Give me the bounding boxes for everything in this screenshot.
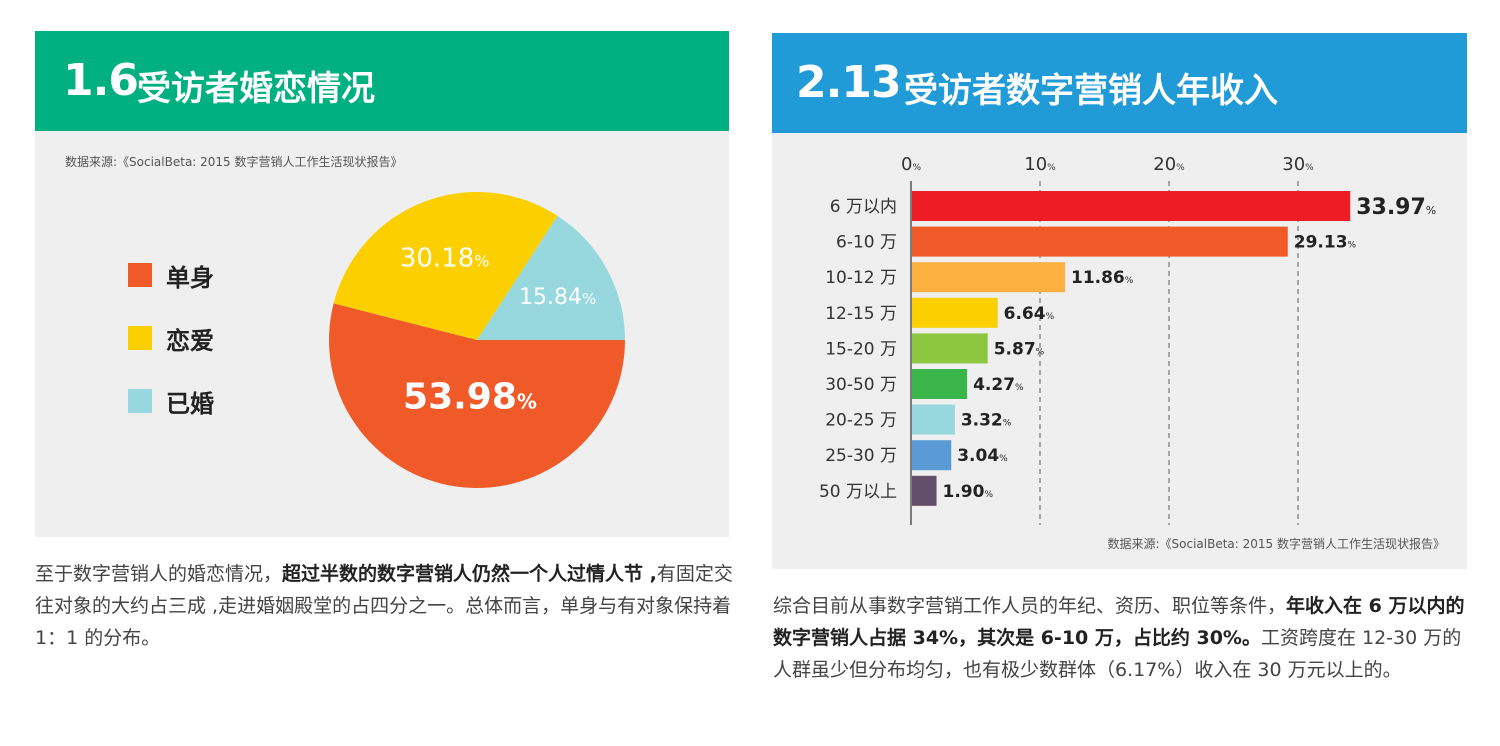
bar-desc-bold: 年收入在 6 万以内的数字营销人占据 34%，其次是 6-10 万，占比约 30…: [773, 595, 1465, 649]
pie-section-number: 1.6: [63, 55, 139, 106]
pie-title: 受访者婚恋情况: [137, 69, 375, 109]
category-label: 20-25 万: [825, 411, 897, 431]
bar-value-label: 3.32%: [961, 411, 1012, 431]
pie-source: 数据来源:《SocialBeta: 2015 数字营销人工作生活现状报告》: [65, 155, 403, 169]
bar-source: 数据来源:《SocialBeta: 2015 数字营销人工作生活现状报告》: [1107, 537, 1445, 551]
pie-header: 1.6 受访者婚恋情况: [35, 31, 729, 131]
pie-description: 至于数字营销人的婚恋情况，超过半数的数字营销人仍然一个人过情人节 ,有固定交往对…: [35, 558, 735, 654]
bar-value-label: 3.04%: [957, 446, 1008, 466]
x-tick-label: 10%: [1024, 154, 1056, 175]
legend-label: 已婚: [166, 390, 214, 418]
category-label: 6-10 万: [836, 233, 897, 253]
pie-slice-1: [333, 192, 558, 340]
bar-value-label: 1.90%: [943, 482, 994, 502]
legend-swatch: [128, 326, 152, 350]
x-tick-label: 30%: [1282, 154, 1314, 175]
legend-label: 单身: [166, 264, 214, 292]
category-label: 12-15 万: [825, 304, 897, 324]
pie-slice-label-2: 15.84%: [519, 285, 596, 310]
bar-value-label: 4.27%: [973, 375, 1024, 395]
pie-desc-bold: 超过半数的数字营销人仍然一个人过情人节 ,: [282, 563, 657, 585]
bar-value-label: 5.87%: [994, 339, 1045, 359]
pie-slice-label-0: 53.98%: [403, 376, 537, 417]
bar-6: [912, 404, 955, 435]
pie-desc-part1: 至于数字营销人的婚恋情况，: [35, 563, 283, 585]
bar-1: [912, 226, 1288, 257]
bar-section-number: 2.13: [796, 57, 902, 108]
category-label: 6 万以内: [830, 197, 897, 217]
pie-panel: 数据来源:《SocialBeta: 2015 数字营销人工作生活现状报告》 单身…: [35, 131, 729, 537]
pie-slice-2: [477, 215, 625, 340]
bar-chart: 0% 10% 20% 30% 6 万以内 33.97% 6-10 万 29.13% 10-12 …: [819, 154, 1436, 525]
category-label: 15-20 万: [825, 339, 897, 359]
legend-swatch: [128, 263, 152, 287]
bar-desc-part1: 综合目前从事数字营销工作人员的年纪、资历、职位等条件，: [773, 595, 1287, 617]
bar-8: [912, 475, 937, 506]
bar-2: [912, 262, 1065, 293]
pie-desc-part2: 有固定交往对象的大约占三成 ,走进婚姻殿堂的占四分之一。总体而言，单身与有对象保…: [35, 563, 733, 649]
bar-0: [912, 191, 1351, 221]
category-label: 50 万以上: [819, 482, 897, 502]
bar-panel: 0% 10% 20% 30% 6 万以内 33.97% 6-10 万 29.13% 10-12 …: [772, 133, 1467, 569]
bar-value-label: 29.13%: [1294, 233, 1357, 253]
bar-header: 2.13 受访者数字营销人年收入: [772, 33, 1467, 133]
category-label: 25-30 万: [825, 446, 897, 466]
bar-description: 综合目前从事数字营销工作人员的年纪、资历、职位等条件，年收入在 6 万以内的数字…: [773, 590, 1473, 686]
bar-3: [912, 297, 998, 328]
bar-value-label: 11.86%: [1071, 268, 1134, 288]
x-tick-label: 0%: [901, 154, 921, 175]
pie-slice-0: [329, 303, 625, 488]
bar-value-label: 6.64%: [1004, 304, 1055, 324]
legend-swatch: [128, 389, 152, 413]
category-label: 30-50 万: [825, 375, 897, 395]
bar-4: [912, 333, 988, 364]
legend-label: 恋爱: [166, 327, 214, 355]
bar-7: [912, 440, 952, 471]
bar-5: [912, 369, 968, 399]
bar-title: 受访者数字营销人年收入: [904, 71, 1278, 111]
category-label: 10-12 万: [825, 268, 897, 288]
x-tick-label: 20%: [1153, 154, 1185, 175]
pie-chart: 53.98%30.18%15.84%: [329, 192, 625, 488]
bar-value-label: 33.97%: [1356, 195, 1436, 220]
bar-desc-part2: 工资跨度在 12-30 万的人群虽少但分布均匀，也有极少数群体（6.17%）收入…: [773, 627, 1462, 681]
